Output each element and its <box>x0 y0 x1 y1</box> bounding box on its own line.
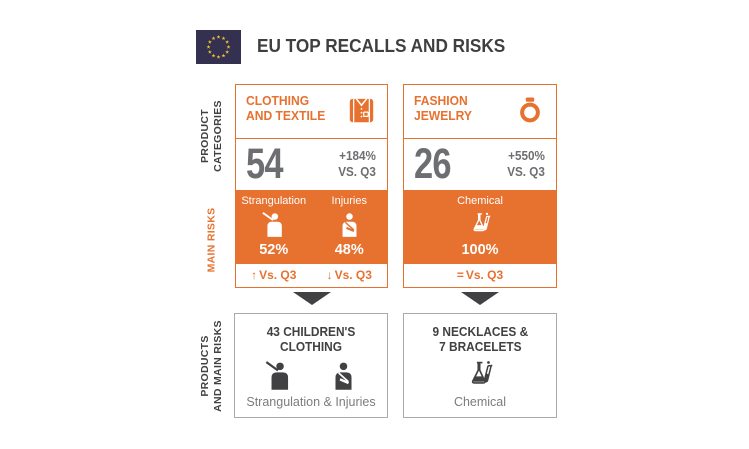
card-title: FASHION JEWELRY <box>414 93 472 124</box>
injured-person-icon <box>336 211 363 238</box>
risk-label: Strangulation <box>241 194 307 207</box>
recall-count-row: 26 +550% VS. Q3 <box>404 139 556 190</box>
ring-icon <box>515 95 545 125</box>
trend-chemical: = Vs. Q3 <box>404 268 556 282</box>
trend-label: Vs. Q3 <box>334 267 372 282</box>
eu-flag <box>196 30 241 64</box>
risk-injuries: Injuries 48% <box>312 190 388 264</box>
card-header: CLOTHING AND TEXTILE <box>236 85 387 139</box>
category-card-fashion-jewelry: FASHION JEWELRY 26 +550% VS. Q3 Chemical… <box>403 84 557 288</box>
side-label-products-and-main-risks: PRODUCTS AND MAIN RISKS <box>198 320 224 412</box>
trend-injuries: ↓ Vs. Q3 <box>312 268 388 282</box>
products-risk-icons <box>464 356 497 396</box>
chemical-flask-icon <box>467 211 494 238</box>
products-card-necklaces-bracelets: 9 NECKLACES & 7 BRACELETS Chemical <box>403 313 557 418</box>
trend-label: Vs. Q3 <box>259 267 297 282</box>
trend-row: = Vs. Q3 <box>404 263 556 286</box>
side-label-product-categories: PRODUCT CATEGORIES <box>198 100 224 172</box>
risk-value: 48% <box>334 241 364 258</box>
risk-chemical: Chemical 100% <box>404 190 556 264</box>
products-risk-caption: Strangulation & Injuries <box>246 395 376 409</box>
strangulation-person-icon <box>263 360 294 391</box>
products-title: 43 CHILDREN'S CLOTHING <box>266 325 356 355</box>
risk-label: Injuries <box>331 194 367 207</box>
recall-count-row: 54 +184% VS. Q3 <box>236 139 387 190</box>
strangulation-person-icon <box>260 211 287 238</box>
shirt-icon <box>345 94 378 127</box>
main-risks-row: Strangulation 52% Injuries 48% <box>236 189 388 264</box>
risk-label: Chemical <box>457 194 503 207</box>
trend-row: ↑ Vs. Q3 ↓ Vs. Q3 <box>236 263 388 286</box>
products-risk-icons <box>263 356 359 396</box>
chemical-flask-icon <box>464 359 497 392</box>
injured-person-icon <box>328 360 359 391</box>
trend-label: Vs. Q3 <box>465 267 504 282</box>
down-triangle-connector <box>293 292 331 305</box>
change-vs-q3: +184% VS. Q3 <box>338 148 376 179</box>
down-arrow-icon: ↓ <box>326 267 333 282</box>
risk-value: 52% <box>259 241 289 258</box>
category-card-clothing-textile: CLOTHING AND TEXTILE 54 +184% VS. Q3 Str… <box>235 84 388 288</box>
recall-count: 26 <box>414 139 451 188</box>
main-risks-row: Chemical 100% <box>404 189 556 264</box>
up-arrow-icon: ↑ <box>251 267 258 282</box>
products-title: 9 NECKLACES & 7 BRACELETS <box>432 325 528 355</box>
risk-strangulation: Strangulation 52% <box>236 190 312 264</box>
page-title: EU TOP RECALLS AND RISKS <box>257 35 506 56</box>
risk-value: 100% <box>461 241 499 258</box>
recall-count: 54 <box>246 139 283 188</box>
trend-strangulation: ↑ Vs. Q3 <box>236 268 312 282</box>
side-label-main-risks: MAIN RISKS <box>205 207 218 273</box>
products-risk-caption: Chemical <box>453 395 507 409</box>
products-card-childrens-clothing: 43 CHILDREN'S CLOTHING Strangulation & I… <box>234 313 388 418</box>
card-header: FASHION JEWELRY <box>404 85 556 139</box>
equals-icon: = <box>456 267 464 282</box>
card-title: CLOTHING AND TEXTILE <box>246 93 326 124</box>
change-vs-q3: +550% VS. Q3 <box>507 148 545 179</box>
down-triangle-connector <box>461 292 499 305</box>
